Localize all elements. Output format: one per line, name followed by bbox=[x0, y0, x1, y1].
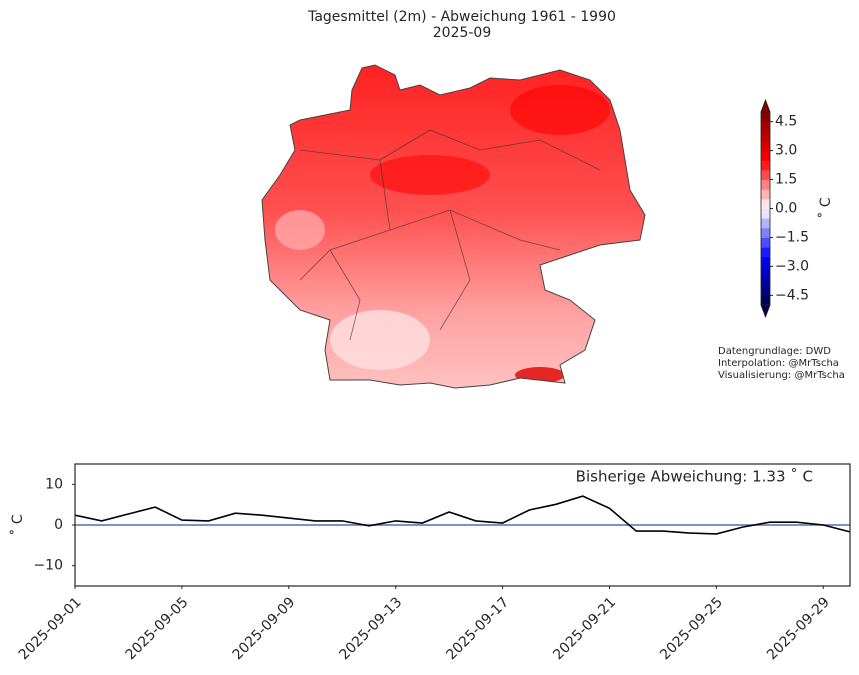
colorbar-band bbox=[761, 285, 770, 296]
map-title: Tagesmittel (2m) - Abweichung 1961 - 199… bbox=[307, 9, 616, 25]
colorbar: 4.5 3.0 1.5 0.0 −1.5 −3.0 −4.5 ˚ C bbox=[760, 98, 834, 319]
map-outline bbox=[261, 64, 646, 389]
series-line bbox=[74, 495, 851, 535]
colorbar-band bbox=[761, 295, 770, 306]
map-subtitle: 2025-09 bbox=[433, 25, 492, 41]
colorbar-band bbox=[761, 247, 770, 258]
credit: Interpolation: @MrTscha bbox=[718, 358, 839, 369]
colorbar-band bbox=[761, 121, 770, 132]
axes-frame bbox=[74, 463, 851, 587]
colorbar-extend bbox=[760, 304, 771, 319]
colorbar-band bbox=[761, 256, 770, 267]
colorbar-tick-label: −1.5 bbox=[775, 229, 809, 245]
colorbar-band bbox=[761, 131, 770, 142]
colorbar-band bbox=[761, 112, 770, 123]
y-tick-label: 10 bbox=[45, 476, 63, 492]
line-chart: −10 0 10 2025-09-01 2025-09-05 2025-09-09 2025… bbox=[9, 463, 851, 663]
map bbox=[262, 65, 645, 388]
colorbar-band bbox=[761, 208, 770, 219]
x-tick-label: 2025-09-01 bbox=[16, 594, 85, 663]
colorbar-band bbox=[761, 140, 770, 152]
colorbar-extend bbox=[760, 98, 771, 113]
colorbar-band bbox=[761, 160, 770, 171]
colorbar-tick-label: 0.0 bbox=[775, 201, 797, 217]
annotation: Bisherige Abweichung: 1.33 ˚ C bbox=[576, 468, 813, 486]
colorbar-tick-label: 1.5 bbox=[775, 172, 797, 188]
colorbar-label: ˚ C bbox=[817, 197, 834, 218]
colorbar-band bbox=[761, 189, 770, 200]
y-tick-label: −10 bbox=[33, 558, 63, 574]
colorbar-tick-label: −3.0 bbox=[775, 258, 809, 274]
colorbar-band bbox=[761, 150, 770, 161]
x-tick-label: 2025-09-05 bbox=[123, 594, 192, 663]
colorbar-band bbox=[761, 179, 770, 190]
x-tick-label: 2025-09-13 bbox=[336, 594, 405, 663]
x-tick-label: 2025-09-09 bbox=[230, 594, 299, 663]
colorbar-band bbox=[761, 198, 770, 209]
y-tick-label: 0 bbox=[54, 517, 63, 533]
colorbar-band bbox=[761, 169, 770, 181]
colorbar-band bbox=[761, 227, 770, 238]
x-tick-label: 2025-09-29 bbox=[764, 594, 833, 663]
x-tick-label: 2025-09-17 bbox=[443, 594, 512, 663]
colorbar-tick-label: 3.0 bbox=[775, 143, 797, 159]
y-axis-label: ˚ C bbox=[9, 514, 26, 535]
colorbar-band bbox=[761, 237, 770, 248]
x-tick-label: 2025-09-21 bbox=[550, 594, 619, 663]
credit: Datengrundlage: DWD bbox=[718, 346, 831, 357]
colorbar-tick-label: 4.5 bbox=[775, 114, 797, 130]
credit: Visualisierung: @MrTscha bbox=[718, 370, 845, 381]
x-tick-label: 2025-09-25 bbox=[657, 594, 726, 663]
colorbar-band bbox=[761, 218, 770, 229]
colorbar-tick-label: −4.5 bbox=[775, 287, 809, 303]
colorbar-band bbox=[761, 276, 770, 287]
colorbar-band bbox=[761, 266, 770, 277]
